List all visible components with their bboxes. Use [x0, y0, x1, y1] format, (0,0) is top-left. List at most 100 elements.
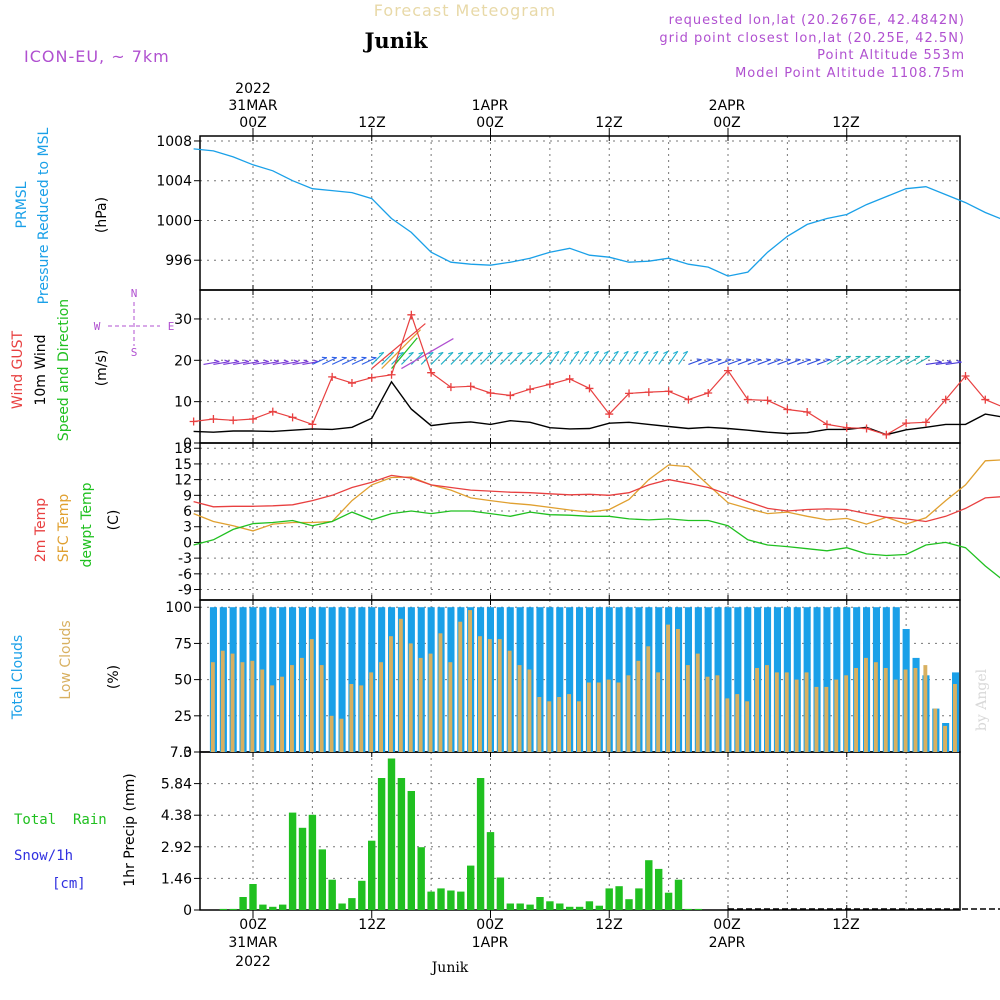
wind-arrow-head [643, 350, 649, 355]
gust-marker [486, 388, 495, 397]
wind-arrow-head [815, 358, 821, 361]
bar-total-clouds [338, 607, 346, 752]
gust-marker [585, 384, 594, 393]
bar-low-clouds [804, 672, 809, 752]
bar-low-clouds [230, 653, 235, 752]
y-tick-label-temperature: 0 [183, 535, 192, 551]
cloud-bars [209, 607, 960, 752]
y-tick-label-clouds: 50 [174, 673, 192, 689]
bar-total-clouds [556, 607, 564, 752]
bar-total-clouds [269, 607, 277, 752]
product-title: Forecast Meteogram [374, 1, 556, 20]
wind-arrow-head [755, 358, 762, 361]
top-hour-36: 12Z [595, 115, 622, 131]
bar-low-clouds [834, 679, 839, 752]
gust-marker [466, 382, 475, 391]
bar-low-clouds [953, 684, 957, 752]
bar-rain [655, 868, 663, 910]
gust-marker [367, 373, 376, 382]
y-tick-label-clouds: 75 [174, 636, 192, 652]
bar-rain [407, 791, 415, 910]
bottom-date-31mar: 31MAR [228, 935, 277, 951]
bar-rain [338, 903, 346, 910]
y-tick-label-temperature: 12 [174, 473, 192, 489]
gust-marker [743, 395, 752, 404]
wind-arrow [727, 359, 742, 365]
gust-marker [842, 423, 851, 432]
top-hour-48: 00Z [713, 115, 740, 131]
y-tick-label-precip: 5.84 [161, 777, 192, 793]
bar-low-clouds [883, 668, 888, 752]
bar-rain [219, 908, 227, 910]
bar-low-clouds [873, 662, 878, 752]
bar-total-clouds [328, 607, 336, 752]
bar-low-clouds [487, 639, 492, 752]
bar-rain [526, 904, 534, 910]
wind-arrow [688, 359, 702, 365]
bar-rain [427, 891, 435, 910]
bar-low-clouds [646, 646, 651, 752]
bar-rain [368, 840, 376, 910]
bar-low-clouds [240, 662, 245, 752]
wind-arrow [361, 357, 377, 365]
bar-low-clouds [854, 668, 858, 752]
gust-marker [407, 310, 416, 319]
top-hour-24: 00Z [476, 115, 503, 131]
bottom-hour-60: 12Z [832, 917, 859, 933]
bar-rain [467, 865, 475, 910]
bar-rain [298, 827, 307, 910]
wind-arrow-head [825, 358, 831, 361]
gust-marker [941, 395, 950, 404]
bar-low-clouds [616, 682, 621, 752]
bar-low-clouds [309, 639, 314, 752]
bar-rain [506, 903, 514, 910]
wind-arrow-head [746, 358, 752, 361]
wind-arrow [282, 361, 299, 365]
y-tick-label-clouds: 25 [174, 709, 192, 725]
bar-low-clouds [448, 662, 453, 752]
bar-rain [437, 888, 445, 910]
wind-arrows [203, 323, 962, 370]
gust-marker [328, 372, 337, 381]
wind-arrow-head [946, 359, 952, 363]
y-tick-label-wind: 10 [174, 395, 192, 411]
bar-rain [575, 906, 584, 910]
wind-arrow-head [303, 359, 309, 363]
wind-arrow [777, 359, 791, 365]
bar-rain [615, 886, 623, 910]
wind-arrow-head [527, 351, 533, 355]
series-2m-temp [193, 474, 1000, 523]
info-model-altitude: Model Point Altitude 1108.75m [735, 66, 965, 81]
wind-arrow-head [537, 351, 543, 355]
wind-arrow-head [467, 351, 473, 355]
bar-total-clouds [585, 607, 593, 752]
gust-marker [268, 407, 277, 416]
bar-low-clouds [735, 694, 740, 752]
bar-total-clouds [734, 607, 742, 752]
info-requested: requested lon,lat (20.2676E, 42.4842N) [669, 13, 965, 28]
wind-arrow [856, 355, 871, 365]
wind-arrow [836, 355, 851, 365]
wind-arrow-head [244, 359, 250, 363]
bar-rain [516, 903, 524, 910]
gust-marker [921, 418, 930, 427]
bar-rain [674, 879, 683, 910]
gust-marker [882, 430, 891, 439]
label-percent: (%) [106, 665, 122, 689]
wind-arrow [797, 359, 811, 365]
wind-arrow [302, 361, 319, 365]
bar-low-clouds [319, 665, 324, 752]
y-tick-label-temperature: 18 [174, 441, 192, 457]
wind-arrow-head [653, 350, 659, 355]
bar-rain [318, 849, 326, 910]
top-date-1apr: 1APR [472, 98, 509, 114]
wind-arrow-head [785, 358, 791, 361]
wind-arrow-head [398, 351, 404, 355]
wind-arrow-head [234, 359, 240, 363]
bar-total-clouds [744, 607, 752, 752]
gust-marker [565, 374, 574, 383]
wind-arrow [529, 352, 543, 365]
wind-arrow-head [564, 350, 570, 355]
y-tick-label-precip: 2.92 [161, 840, 192, 856]
top-hour-12: 12Z [358, 115, 385, 131]
